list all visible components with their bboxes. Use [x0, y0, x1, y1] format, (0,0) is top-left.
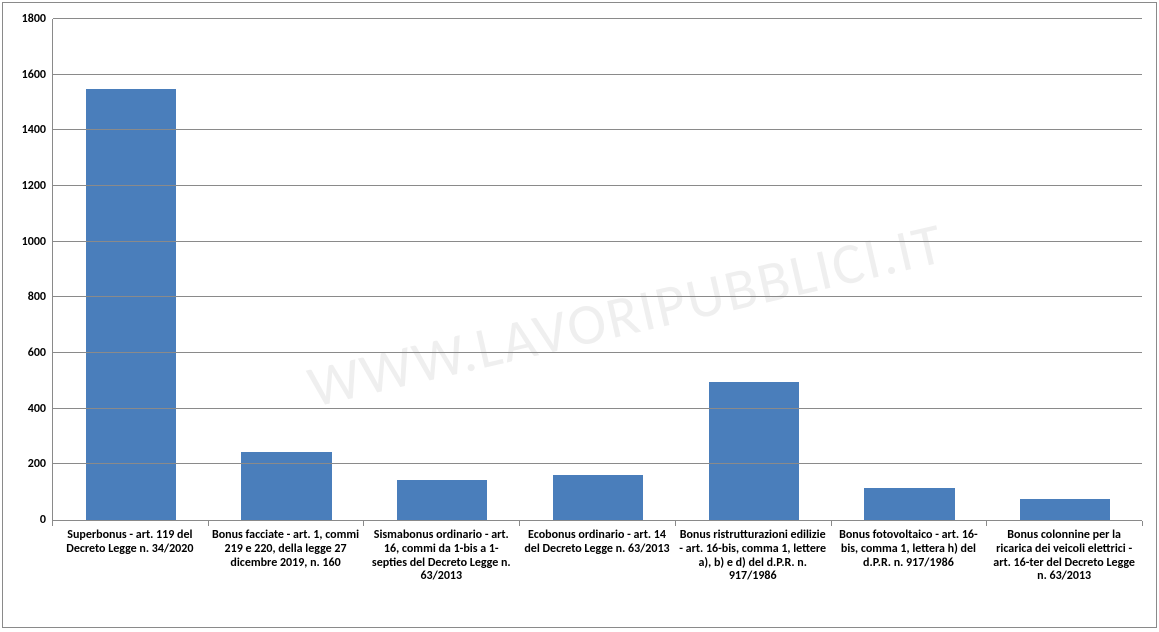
y-tick-label: 1600	[6, 68, 46, 82]
x-category-label: Bonus colonnine per la ricarica dei veic…	[990, 529, 1138, 584]
y-tick-label: 800	[6, 290, 46, 304]
gridline	[53, 18, 1142, 19]
x-tick	[363, 521, 364, 526]
x-tick	[675, 521, 676, 526]
x-category-label: Sismabonus ordinario - art. 16, commi da…	[367, 529, 515, 584]
x-tick	[208, 521, 209, 526]
y-tick-label: 1000	[6, 235, 46, 249]
y-tick-label: 200	[6, 457, 46, 471]
gridline	[53, 74, 1142, 75]
x-category-label: Superbonus - art. 119 del Decreto Legge …	[56, 529, 204, 557]
x-tick	[986, 521, 987, 526]
x-category-label: Bonus facciate - art. 1, commi 219 e 220…	[212, 529, 360, 570]
x-tick	[52, 521, 53, 526]
x-category-label: Bonus ristrutturazioni edilizie - art. 1…	[679, 529, 827, 584]
gridline	[53, 241, 1142, 242]
gridline	[53, 463, 1142, 464]
gridline	[53, 185, 1142, 186]
bar	[1020, 499, 1110, 520]
x-category-label: Bonus fotovoltaico - art. 16-bis, comma …	[835, 529, 983, 570]
bar	[709, 382, 799, 520]
chart-container: WWW.LAVORIPUBBLICI.IT 020040060080010001…	[2, 2, 1157, 628]
bar	[397, 480, 487, 520]
y-tick-label: 400	[6, 402, 46, 416]
bar	[241, 452, 331, 520]
gridline	[53, 352, 1142, 353]
y-tick-label: 1400	[6, 123, 46, 137]
plot-area	[52, 19, 1142, 521]
gridline	[53, 296, 1142, 297]
x-tick	[519, 521, 520, 526]
gridline	[53, 129, 1142, 130]
x-tick	[1142, 521, 1143, 526]
y-tick-label: 1800	[6, 12, 46, 26]
bar	[553, 475, 643, 520]
y-tick-label: 1200	[6, 179, 46, 193]
bar	[86, 89, 176, 520]
bar	[864, 488, 954, 520]
y-tick-label: 0	[6, 513, 46, 527]
y-tick-label: 600	[6, 346, 46, 360]
bars-group	[53, 19, 1142, 520]
gridline	[53, 408, 1142, 409]
x-category-label: Ecobonus ordinario - art. 14 del Decreto…	[523, 529, 671, 557]
x-tick	[831, 521, 832, 526]
